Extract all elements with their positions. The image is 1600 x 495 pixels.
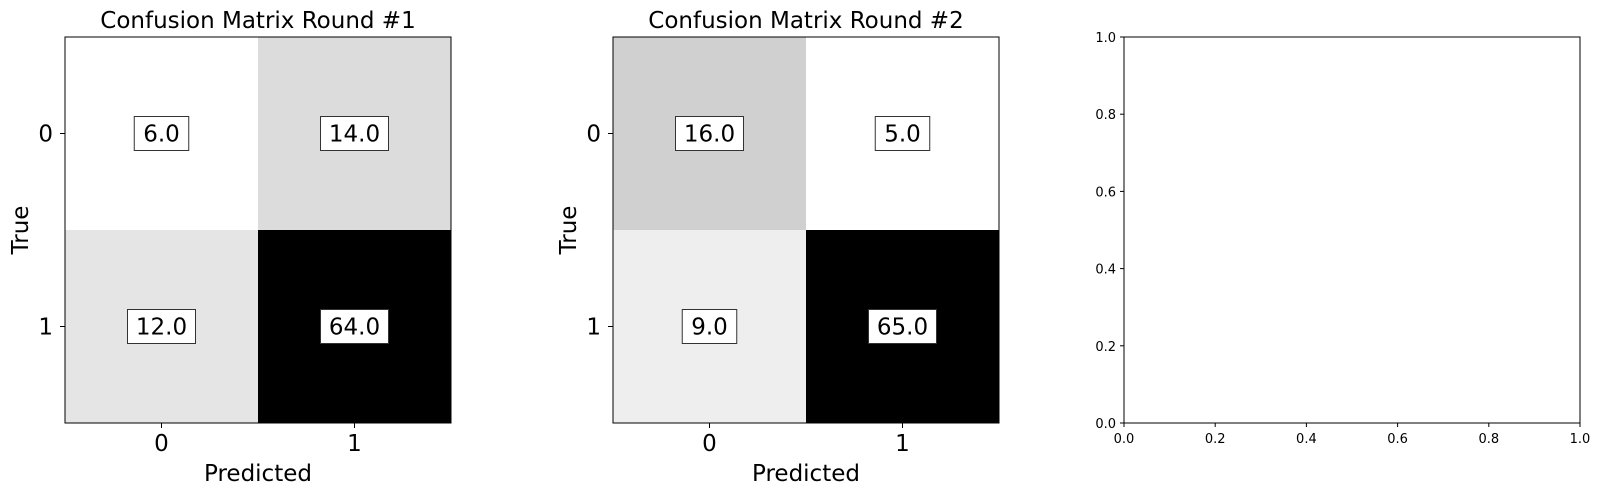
cell-label-box-r0-c1 <box>874 116 931 151</box>
y-tick-label: 1 <box>586 315 601 341</box>
x-tick-label: 0 <box>154 431 169 457</box>
heatmap-panel-2: 16.0 5.0 9.0 65.0 0 1 0 1 Confusion Matrix Round… <box>556 8 1000 487</box>
y-tick-label: 1.0 <box>1095 31 1116 46</box>
cell-value-label: 14.0 <box>329 122 380 148</box>
x-tick-label: 1 <box>347 431 362 457</box>
cell-label-box-r0-c0 <box>133 116 190 151</box>
chart-title: Confusion Matrix Round #2 <box>648 8 963 34</box>
x-tick-label: 0.4 <box>1296 432 1317 447</box>
x-tick-label: 1 <box>895 431 910 457</box>
cell-value-label: 5.0 <box>884 122 921 148</box>
y-tick-label: 1 <box>38 315 53 341</box>
y-tick-label: 0.8 <box>1095 108 1116 123</box>
cell-label-box-r1-c1 <box>868 309 937 344</box>
cell-value-label: 12.0 <box>136 315 187 341</box>
axes-frame <box>1123 36 1581 424</box>
x-tick-label: 0.6 <box>1387 432 1408 447</box>
y-tick-label: 0 <box>586 122 601 148</box>
heatmap-panel-1: 6.0 14.0 12.0 64.0 0 1 0 1 Confusion Matrix Roun… <box>8 8 452 487</box>
x-tick-label: 1.0 <box>1570 432 1591 447</box>
cell-label-box-r1-c0 <box>127 309 196 344</box>
cell-value-label: 6.0 <box>143 122 180 148</box>
cell-label-box-r1-c0 <box>681 309 738 344</box>
y-axis-label: True <box>556 206 582 256</box>
x-tick-label: 0.0 <box>1114 432 1135 447</box>
y-axis-label: True <box>8 206 34 256</box>
x-axis-label: Predicted <box>752 461 860 487</box>
cell-value-label: 65.0 <box>877 315 928 341</box>
axes-frame <box>612 36 1000 424</box>
y-tick-label: 0.0 <box>1095 417 1116 432</box>
y-tick-label: 0 <box>38 122 53 148</box>
chart-title: Confusion Matrix Round #1 <box>100 8 415 34</box>
x-tick-label: 0.2 <box>1205 432 1226 447</box>
y-tick-label: 0.6 <box>1095 185 1116 200</box>
cell-label-box-r0-c0 <box>675 116 744 151</box>
axes-frame <box>64 36 452 424</box>
cell-value-label: 9.0 <box>691 315 728 341</box>
x-axis-label: Predicted <box>204 461 312 487</box>
cell-value-label: 64.0 <box>329 315 380 341</box>
x-tick-label: 0 <box>702 431 717 457</box>
cell-value-label: 16.0 <box>684 122 735 148</box>
empty-axes-panel: 0.0 0.2 0.4 0.6 0.8 1.0 0.0 0.2 0.4 0.6 0.8 1.0 <box>1095 31 1590 447</box>
cell-label-box-r1-c1 <box>320 309 389 344</box>
y-tick-label: 0.2 <box>1095 340 1116 355</box>
x-tick-label: 0.8 <box>1478 432 1499 447</box>
cell-label-box-r0-c1 <box>320 116 389 151</box>
y-tick-label: 0.4 <box>1095 263 1116 278</box>
